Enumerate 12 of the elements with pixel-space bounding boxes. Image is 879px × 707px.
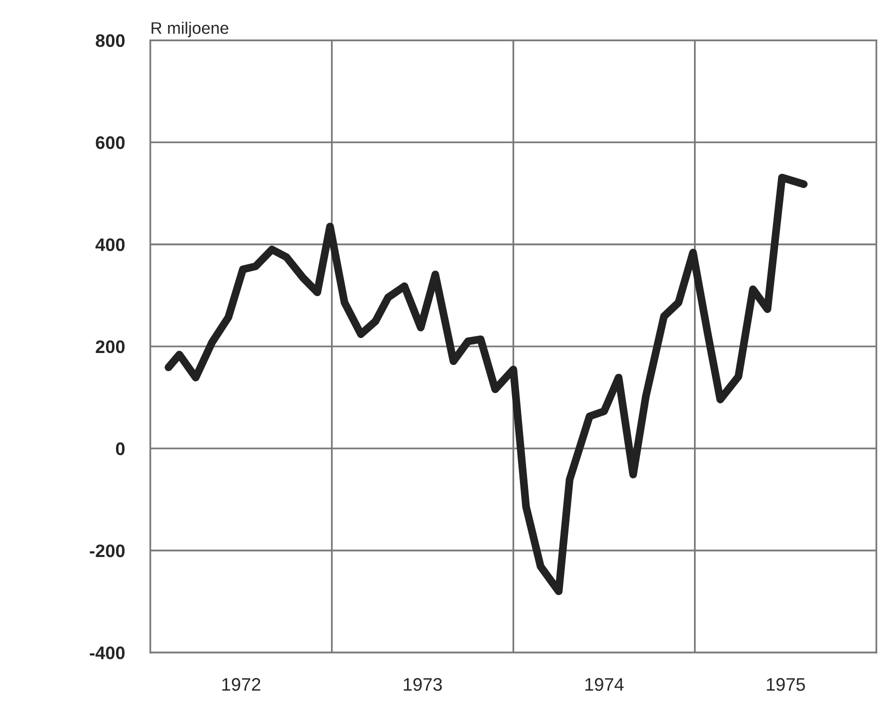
x-tick-label: 1975 [766,678,805,691]
y-axis-title: R miljoene [152,22,228,38]
y-tick-label: 800 [96,34,125,48]
y-tick-label: 0 [116,442,125,456]
x-tick-label: 1973 [404,678,442,691]
y-tick-label: 400 [95,238,125,252]
x-tick-label: 1972 [222,678,260,691]
y-tick-label: 200 [96,340,125,354]
y-tick-label: -400 [90,646,125,660]
x-tick-label: 1974 [585,678,624,691]
y-tick-label: -200 [90,544,125,558]
y-tick-label: 600 [96,136,125,150]
